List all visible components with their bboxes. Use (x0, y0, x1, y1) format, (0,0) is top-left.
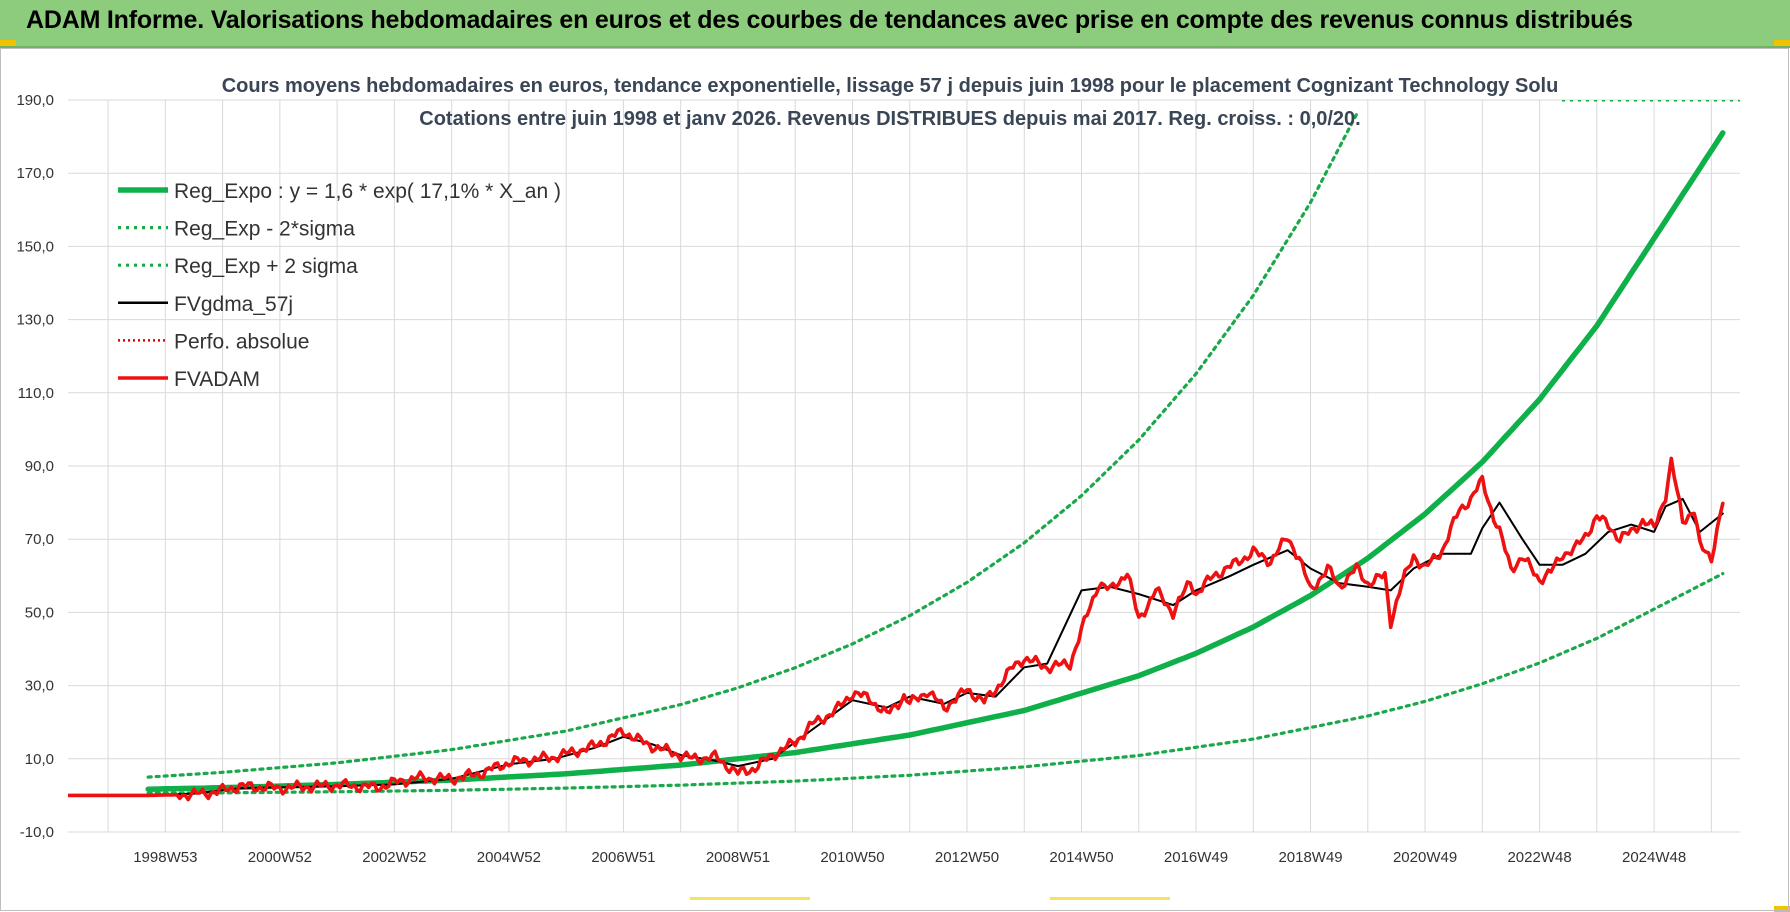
corner-marker (0, 40, 16, 46)
x-tick-label: 2002W52 (362, 849, 426, 866)
y-tick-label: 130,0 (16, 312, 54, 329)
y-tick-label: 110,0 (18, 385, 54, 402)
x-tick-label: 2004W52 (477, 849, 541, 866)
legend-reg-expo-label: Reg_Expo : y = 1,6 * exp( 17,1% * X_an ) (174, 180, 561, 203)
y-tick-label: -10,0 (20, 824, 54, 841)
series-fvgdma (68, 497, 1724, 797)
x-tick-label: 2012W50 (935, 849, 999, 866)
legend-fvadam-label: FVADAM (174, 368, 260, 391)
y-tick-label: 90,0 (25, 458, 54, 475)
y-tick-label: 170,0 (16, 165, 54, 182)
report-banner: ADAM Informe. Valorisations hebdomadaire… (0, 0, 1790, 48)
yellow-underline (690, 897, 810, 900)
legend-reg-exp-minus-label: Reg_Exp - 2*sigma (174, 218, 355, 241)
series-reg-exp-minus (146, 572, 1725, 795)
x-tick-label: 2016W49 (1164, 849, 1228, 866)
corner-marker (1774, 40, 1790, 46)
x-tick-label: 2022W48 (1507, 849, 1571, 866)
x-tick-label: 1998W53 (133, 849, 197, 866)
chart-subtitle: Cotations entre juin 1998 et janv 2026. … (419, 108, 1360, 130)
series-reg-expo (145, 130, 1726, 792)
corner-marker (1774, 906, 1790, 912)
report-title: ADAM Informe. Valorisations hebdomadaire… (26, 6, 1633, 34)
y-tick-label: 10,0 (25, 751, 54, 768)
legend-perfo-label: Perfo. absolue (174, 330, 309, 353)
y-tick-label: 70,0 (25, 531, 54, 548)
grid (68, 99, 1740, 833)
y-tick-label: 190,0 (16, 92, 54, 109)
series-fvadam (68, 456, 1725, 802)
y-tick-label: 30,0 (25, 678, 54, 695)
x-tick-label: 2014W50 (1049, 849, 1113, 866)
x-tick-label: 2000W52 (248, 849, 312, 866)
y-tick-label: 50,0 (25, 604, 54, 621)
legend: Reg_Expo : y = 1,6 * exp( 17,1% * X_an )… (118, 180, 561, 391)
x-tick-label: 2008W51 (706, 849, 770, 866)
legend-fvgdma-label: FVgdma_57j (174, 293, 293, 316)
x-tick-label: 2006W51 (591, 849, 655, 866)
series-reg-exp-plus (146, 113, 1358, 779)
y-tick-label: 150,0 (16, 238, 54, 255)
x-tick-label: 2020W49 (1393, 849, 1457, 866)
x-axis: 1998W53 2000W52 2002W52 2004W52 2006W51 2008W… (133, 849, 1686, 866)
chart-title: Cours moyens hebdomadaires en euros, ten… (222, 75, 1559, 97)
legend-reg-exp-plus-label: Reg_Exp + 2 sigma (174, 255, 358, 278)
yellow-underline (1050, 897, 1170, 900)
chart-frame (0, 48, 1789, 911)
series-group (68, 100, 1740, 802)
y-axis: -10,0 10,0 30,0 50,0 70,0 90,0 110,0 130,0 150,0… (16, 92, 54, 841)
x-tick-label: 2018W49 (1278, 849, 1342, 866)
x-tick-label: 2024W48 (1622, 849, 1686, 866)
x-tick-label: 2010W50 (820, 849, 884, 866)
